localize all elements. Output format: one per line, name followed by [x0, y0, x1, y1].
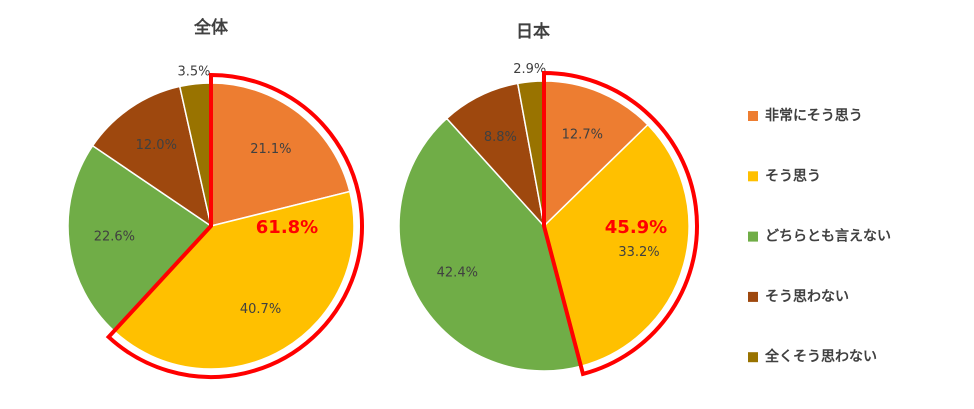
- value-label: 22.6%: [94, 230, 135, 245]
- value-label: 33.2%: [618, 245, 659, 260]
- legend-swatch: [748, 352, 758, 363]
- value-label: 3.5%: [177, 64, 210, 79]
- pie-slice: [543, 80, 649, 228]
- annotation: 61.8%: [256, 217, 318, 238]
- highlight-outline: [105, 72, 364, 379]
- value-label: 8.8%: [484, 130, 517, 145]
- legend-label: 全くそう思わない: [764, 348, 877, 365]
- value-label: 42.4%: [437, 265, 478, 280]
- annotation: 45.9%: [605, 217, 667, 238]
- legend-label: そう思わない: [765, 289, 849, 305]
- legend-label: そう思う: [765, 168, 821, 184]
- pie-slice: [91, 85, 213, 228]
- legend-swatch: [748, 171, 758, 182]
- legend-label: どちらとも言えない: [765, 228, 891, 245]
- value-label: 21.1%: [250, 142, 291, 157]
- pie-slice: [398, 117, 582, 372]
- legend-swatch: [748, 111, 758, 121]
- legend-swatch: [748, 291, 758, 302]
- highlight-outline: [542, 70, 699, 377]
- pie-slice: [112, 190, 355, 370]
- value-label: 12.7%: [562, 128, 603, 143]
- value-label: 2.9%: [513, 62, 546, 77]
- value-label: 12.0%: [136, 138, 177, 153]
- pie-slice: [543, 123, 690, 368]
- pie-slice: [67, 144, 213, 333]
- pie-slice: [210, 82, 351, 227]
- value-label: 40.7%: [240, 302, 281, 317]
- legend-label: 非常にそう思う: [765, 107, 863, 124]
- chart-title: 全体: [193, 17, 229, 38]
- legend-swatch: [748, 231, 758, 242]
- chart-title: 日本: [516, 21, 550, 42]
